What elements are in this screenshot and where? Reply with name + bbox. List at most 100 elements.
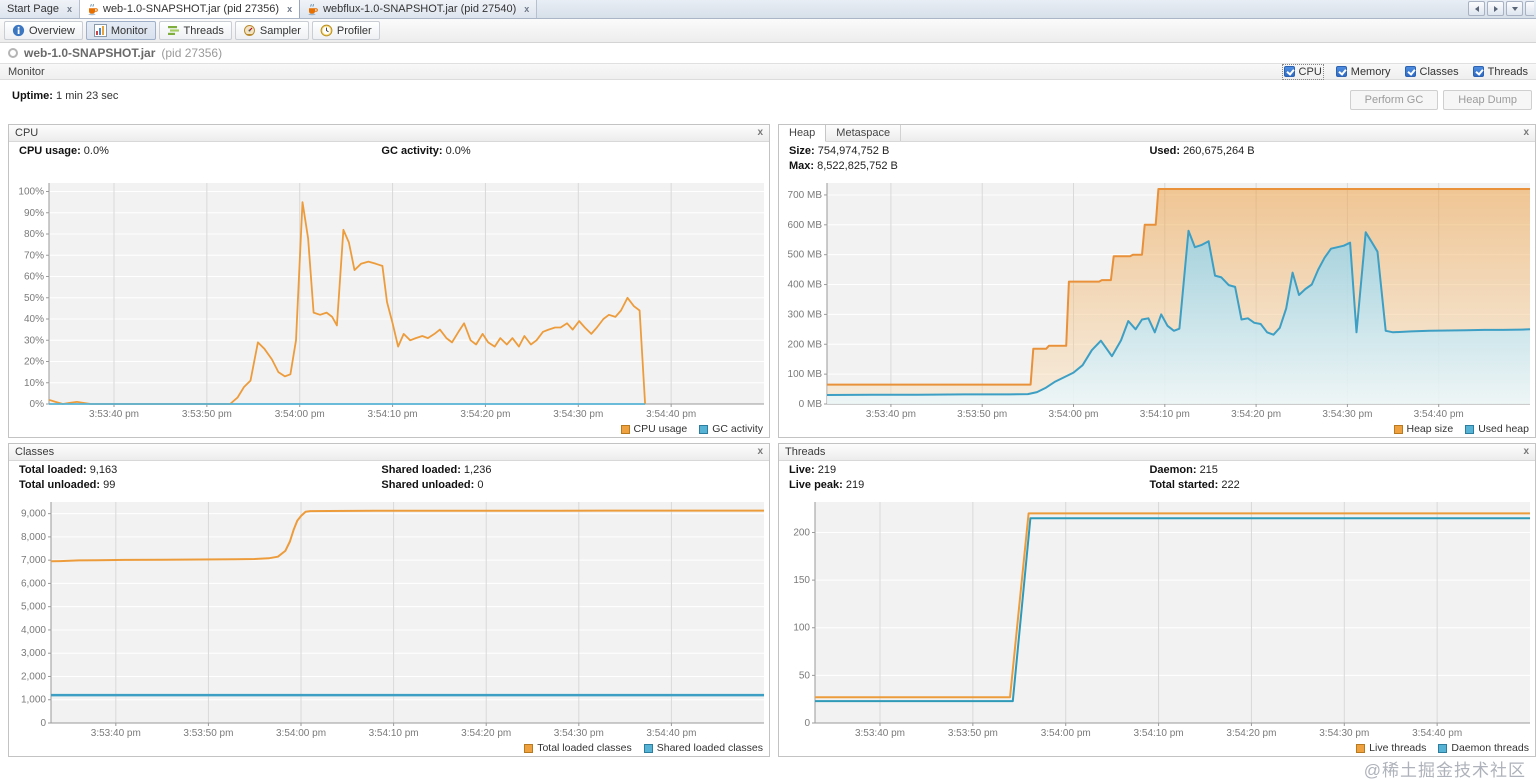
heap-panel-tab-heap[interactable]: Heap (779, 125, 827, 142)
toolbar-button-label: Overview (29, 24, 75, 37)
stat-cpu-usage: CPU usage: 0.0% (19, 145, 109, 157)
toolbar-button-label: Sampler (259, 24, 301, 37)
svg-text:100 MB: 100 MB (788, 369, 823, 380)
threads-chart: 0 50 100 150 200 3:53:40 pm 3:53:50 pm 3:54:00 … (781, 497, 1533, 740)
classes-panel-close-icon[interactable]: x (757, 446, 763, 457)
classes-chart-legend: Total loaded classes Shared loaded classe… (9, 740, 769, 756)
document-tab[interactable]: Start Page x (0, 0, 80, 18)
metric-checkbox-memory[interactable]: Memory (1335, 65, 1391, 78)
scroll-tabs-right-button[interactable] (1487, 1, 1504, 16)
heap-panel-stats: Size: 754,974,752 B Max: 8,522,825,752 B U… (779, 142, 1535, 178)
heap-panel-tabs: Heap Metaspace (779, 125, 902, 142)
java-cup-icon (308, 3, 318, 15)
app-status-icon (8, 48, 18, 58)
document-tab[interactable]: webflux-1.0-SNAPSHOT.jar (pid 27540) x (300, 0, 538, 18)
threads-panel-close-icon[interactable]: x (1523, 446, 1529, 457)
cpu-panel-close-icon[interactable]: x (757, 127, 763, 138)
monitor-panels-grid: CPU x CPU usage: 0.0% GC activity: 0.0% 0… (0, 124, 1536, 757)
heap-panel-tab-metaspace[interactable]: Metaspace (826, 125, 902, 141)
tab-close-icon[interactable]: x (66, 4, 72, 14)
svg-text:3:53:40 pm: 3:53:40 pm (855, 728, 905, 739)
metric-checkbox-cpu[interactable]: CPU (1281, 63, 1324, 80)
metric-checkbox-label: CPU (1298, 65, 1322, 78)
chevron-down-icon (1511, 6, 1518, 11)
tab-bar-tabs: Start Page x web-1.0-SNAPSHOT.jar (pid 273… (0, 0, 538, 18)
scroll-tabs-left-button[interactable] (1468, 1, 1485, 16)
svg-text:3:54:30 pm: 3:54:30 pm (554, 728, 604, 739)
metric-checkbox-label: Memory (1350, 65, 1391, 78)
toolbar-button-sampler[interactable]: Sampler (234, 21, 309, 40)
legend-swatch-icon (1465, 424, 1475, 434)
footer: @稀土掘金技术社区 (0, 757, 1536, 780)
svg-text:70%: 70% (24, 250, 44, 261)
tab-list-dropdown-button[interactable] (1506, 1, 1523, 16)
stat-live-peak: Live peak: 219 (789, 479, 865, 491)
heap-dump-button[interactable]: Heap Dump (1443, 90, 1532, 110)
classes-panel-header: Classes x (9, 444, 769, 461)
legend-item: GC activity (699, 423, 763, 435)
svg-text:0 MB: 0 MB (799, 399, 823, 410)
svg-text:3:54:20 pm: 3:54:20 pm (460, 409, 510, 420)
svg-text:3:53:50 pm: 3:53:50 pm (957, 409, 1007, 420)
svg-text:500 MB: 500 MB (788, 250, 823, 261)
heap-panel: Heap Metaspace x Size: 754,974,752 B Max: … (778, 124, 1536, 438)
toolbar-button-threads[interactable]: Threads (158, 21, 232, 40)
java-cup-icon (88, 3, 98, 15)
toolbar-button-label: Threads (183, 24, 224, 37)
uptime-value: 1 min 23 sec (56, 90, 119, 102)
cpu-panel: CPU x CPU usage: 0.0% GC activity: 0.0% 0… (8, 124, 770, 438)
java-app-icon (307, 3, 319, 16)
svg-text:3:54:40 pm: 3:54:40 pm (1414, 409, 1464, 420)
legend-item: Used heap (1465, 423, 1529, 435)
classes-chart: 0 1,000 2,000 3,000 4,000 5,000 6,000 7,000 8,00… (11, 497, 767, 740)
view-toolbar: Overview Monitor Threads Sampler Profiler (0, 19, 1536, 43)
tab-close-icon[interactable]: x (524, 4, 530, 14)
toolbar-button-overview[interactable]: Overview (4, 21, 83, 40)
svg-text:20%: 20% (24, 357, 44, 368)
threads-icon (167, 24, 180, 37)
svg-text:700 MB: 700 MB (788, 190, 823, 201)
classes-panel-stats: Total loaded: 9,163 Total unloaded: 99 Sha… (9, 461, 769, 497)
toolbar-button-label: Monitor (110, 24, 148, 37)
svg-text:3:53:40 pm: 3:53:40 pm (91, 728, 141, 739)
svg-text:4,000: 4,000 (21, 625, 46, 636)
svg-text:50%: 50% (24, 293, 44, 304)
svg-text:10%: 10% (24, 378, 44, 389)
uptime-row: Uptime: 1 min 23 sec Perform GC Heap Dump (0, 80, 1536, 124)
heap-panel-close-icon[interactable]: x (1523, 127, 1529, 138)
svg-text:60%: 60% (24, 272, 44, 283)
document-tab-label: Start Page (7, 3, 59, 15)
legend-item: CPU usage (620, 423, 687, 435)
svg-text:3:54:20 pm: 3:54:20 pm (1226, 728, 1276, 739)
svg-text:3,000: 3,000 (21, 648, 46, 659)
stat-total-unloaded: Total unloaded: 99 (19, 479, 116, 491)
legend-item: Live threads (1356, 742, 1426, 754)
maximize-view-button[interactable] (1525, 1, 1534, 16)
threads-chart-legend: Live threads Daemon threads (779, 740, 1535, 756)
perform-gc-button[interactable]: Perform GC (1349, 90, 1439, 110)
svg-text:3:54:00 pm: 3:54:00 pm (1048, 409, 1098, 420)
toolbar-button-label: Profiler (336, 24, 372, 37)
metric-toggles: CPU Memory Classes Threads (1281, 63, 1528, 80)
document-tab-bar: Start Page x web-1.0-SNAPSHOT.jar (pid 273… (0, 0, 1536, 19)
threads-panel-title: Threads (785, 446, 826, 458)
svg-text:3:54:00 pm: 3:54:00 pm (1041, 728, 1091, 739)
svg-text:3:53:50 pm: 3:53:50 pm (182, 409, 232, 420)
stat-total-loaded: Total loaded: 9,163 (19, 464, 118, 476)
svg-text:3:54:00 pm: 3:54:00 pm (276, 728, 326, 739)
cpu-chart-legend: CPU usage GC activity (9, 421, 769, 437)
monitor-section-bar: Monitor CPU Memory Classes Threads (0, 63, 1536, 80)
tab-close-icon[interactable]: x (287, 4, 293, 14)
stat-max: Max: 8,522,825,752 B (789, 160, 898, 172)
document-tab-label: web-1.0-SNAPSHOT.jar (pid 27356) (103, 3, 280, 15)
svg-text:400 MB: 400 MB (788, 280, 823, 291)
threads-panel-stats: Live: 219 Live peak: 219 Daemon: 215 Total … (779, 461, 1535, 497)
metric-checkbox-threads[interactable]: Threads (1472, 66, 1528, 78)
svg-text:5,000: 5,000 (21, 602, 46, 613)
svg-text:3:54:40 pm: 3:54:40 pm (1412, 728, 1462, 739)
document-tab[interactable]: web-1.0-SNAPSHOT.jar (pid 27356) x (80, 0, 301, 18)
legend-item: Shared loaded classes (643, 742, 763, 754)
toolbar-button-profiler[interactable]: Profiler (311, 21, 380, 40)
toolbar-button-monitor[interactable]: Monitor (85, 21, 156, 40)
metric-checkbox-classes[interactable]: Classes (1404, 66, 1459, 78)
